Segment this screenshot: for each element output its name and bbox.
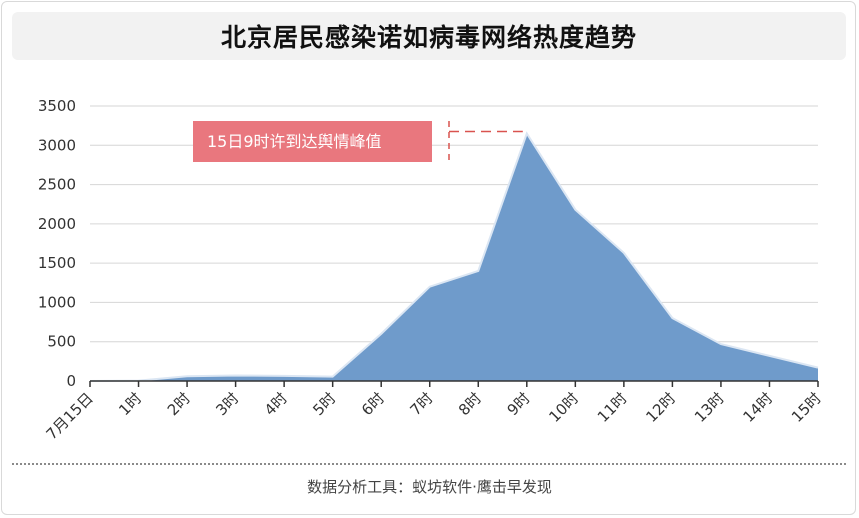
x-tick-label: 10时 xyxy=(545,389,582,426)
x-tick-label: 7时 xyxy=(406,389,436,419)
chart-title: 北京居民感染诺如病毒网络热度趋势 xyxy=(220,23,637,52)
x-tick-label: 13时 xyxy=(691,389,728,426)
data-point xyxy=(186,375,188,377)
data-point xyxy=(429,286,431,288)
x-tick-label: 12时 xyxy=(642,389,679,426)
data-point xyxy=(817,367,819,369)
area-fill xyxy=(90,133,818,381)
series-line xyxy=(89,131,819,382)
data-point xyxy=(332,376,334,378)
x-tick-label: 11时 xyxy=(594,389,631,426)
x-tick-label: 15时 xyxy=(788,389,825,426)
data-point xyxy=(671,317,673,319)
y-tick-label: 2500 xyxy=(38,176,76,194)
area-chart: 0 500 1000 1500 2000 2500 3000 3500 7月15日 1时 2时 3时 4… xyxy=(38,97,825,443)
x-tick-label: 7月15日 xyxy=(43,389,97,443)
y-tick-label: 3000 xyxy=(38,136,76,154)
data-point xyxy=(623,252,625,254)
y-tick-label: 2000 xyxy=(38,215,76,233)
data-point xyxy=(720,343,722,345)
data-point xyxy=(380,333,382,335)
annotation-text: 15日9时许到达舆情峰值 xyxy=(207,132,382,151)
y-tick-label: 1000 xyxy=(38,293,76,311)
x-tick-label: 14时 xyxy=(739,389,776,426)
title-bar: 北京居民感染诺如病毒网络热度趋势 xyxy=(12,12,846,60)
x-tick-label: 2时 xyxy=(164,389,194,419)
x-tick-label: 5时 xyxy=(309,389,339,419)
y-tick-label: 1500 xyxy=(38,254,76,272)
x-tick-label: 4时 xyxy=(261,389,291,419)
x-tick-label: 8时 xyxy=(455,389,485,419)
x-tick-label: 3时 xyxy=(212,389,242,419)
x-tick-label: 9时 xyxy=(504,389,534,419)
y-tick-label: 3500 xyxy=(38,97,76,115)
data-point xyxy=(574,209,576,211)
data-point xyxy=(768,355,770,357)
data-point xyxy=(235,375,237,377)
data-point xyxy=(526,133,528,135)
x-tick-label: 1时 xyxy=(115,389,145,419)
data-point xyxy=(283,375,285,377)
data-point xyxy=(477,270,479,272)
y-tick-label: 0 xyxy=(66,372,76,390)
footer-divider xyxy=(12,463,846,465)
x-tick-label: 6时 xyxy=(358,389,388,419)
footer-source: 数据分析工具：蚁坊软件·鹰击早发现 xyxy=(307,478,552,496)
y-tick-label: 500 xyxy=(47,333,76,351)
annotation-box xyxy=(193,121,432,162)
